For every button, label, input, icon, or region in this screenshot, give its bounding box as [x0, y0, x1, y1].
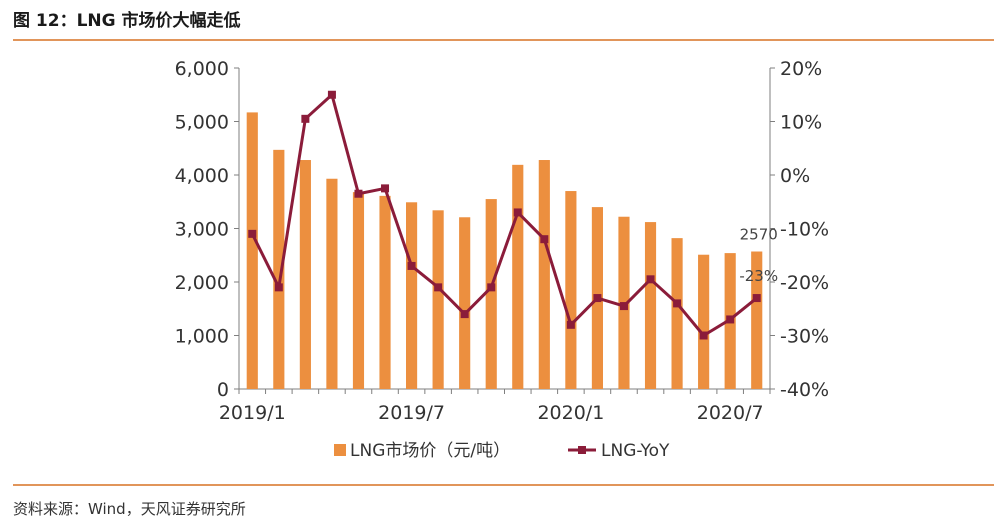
price-bar	[352, 192, 365, 389]
legend-bar-swatch	[334, 444, 346, 456]
yoy-marker	[460, 310, 469, 319]
data-label: -23%	[739, 267, 778, 285]
price-bar	[644, 222, 657, 389]
price-bar	[512, 164, 524, 389]
right-tick-label: -30%	[780, 326, 829, 348]
right-tick-label: -40%	[780, 379, 829, 401]
yoy-marker	[274, 283, 283, 292]
legend-bar-label: LNG市场价（元/吨）	[350, 441, 510, 461]
legend-line-marker	[578, 446, 586, 454]
bottom-divider	[13, 484, 994, 486]
chart-legend: LNG市场价（元/吨） LNG-YoY	[334, 441, 670, 461]
price-bar	[459, 217, 471, 389]
yoy-marker	[248, 229, 257, 238]
left-tick-label: 2,000	[175, 272, 229, 294]
left-tick-label: 3,000	[175, 219, 229, 241]
price-bar	[671, 238, 683, 389]
price-bar	[273, 149, 285, 389]
price-bar	[538, 160, 550, 389]
yoy-marker	[327, 90, 336, 99]
legend-line-label: LNG-YoY	[601, 441, 670, 461]
yoy-marker	[673, 299, 682, 308]
yoy-marker	[566, 320, 575, 329]
yoy-marker	[593, 294, 602, 303]
price-bar	[698, 254, 710, 389]
x-tick-label: 2019/7	[378, 402, 445, 424]
yoy-marker	[619, 302, 628, 311]
yoy-marker	[513, 208, 522, 217]
price-bar	[405, 202, 418, 389]
price-bar	[565, 191, 577, 389]
line-series	[248, 90, 761, 340]
x-tick-label: 2019/1	[219, 402, 286, 424]
lng-price-chart: 0 1,000 2,000 3,000 4,000 5,000 6,000 -40% -30% -…	[175, 58, 830, 461]
yoy-marker	[487, 283, 496, 292]
price-bar	[299, 160, 311, 389]
right-tick-label: 10%	[780, 112, 822, 134]
right-tick-label: -10%	[780, 219, 829, 241]
yoy-marker	[354, 189, 363, 198]
chart-annotations: 2570 -23%	[739, 226, 778, 286]
x-tick-label: 2020/7	[697, 402, 764, 424]
top-divider	[13, 39, 994, 41]
x-tick-label: 2020/1	[537, 402, 604, 424]
left-tick-label: 4,000	[175, 165, 229, 187]
figure-title: 图 12：LNG 市场价大幅走低	[13, 11, 241, 31]
left-tick-label: 0	[217, 379, 229, 401]
right-tick-label: 20%	[780, 58, 822, 80]
data-label: 2570	[740, 226, 778, 244]
price-bar	[751, 251, 763, 389]
yoy-marker	[407, 261, 416, 270]
yoy-marker	[301, 114, 310, 123]
price-bar	[379, 195, 391, 389]
yoy-marker	[540, 235, 549, 244]
price-bar	[432, 210, 444, 389]
yoy-marker	[726, 315, 735, 324]
yoy-line	[250, 93, 758, 337]
price-bar	[246, 112, 258, 389]
price-bar	[326, 178, 338, 389]
yoy-marker	[699, 331, 708, 340]
price-bar	[485, 199, 497, 389]
left-tick-label: 1,000	[175, 326, 229, 348]
chart-axes: 0 1,000 2,000 3,000 4,000 5,000 6,000 -40% -30% -…	[175, 58, 830, 424]
right-tick-label: -20%	[780, 272, 829, 294]
left-tick-label: 5,000	[175, 112, 229, 134]
source-note: 资料来源：Wind，天风证券研究所	[13, 500, 246, 518]
yoy-marker	[646, 275, 655, 284]
left-tick-label: 6,000	[175, 58, 229, 80]
right-tick-label: 0%	[780, 165, 810, 187]
yoy-marker	[381, 184, 390, 193]
yoy-marker	[434, 283, 443, 292]
yoy-marker	[752, 294, 761, 303]
